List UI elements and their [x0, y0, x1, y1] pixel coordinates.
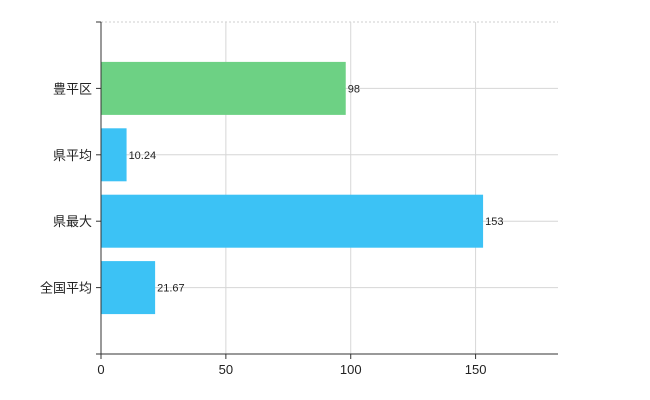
x-tick-label: 0: [97, 362, 104, 377]
x-tick-label: 50: [219, 362, 233, 377]
bar-value-label: 21.67: [157, 283, 185, 295]
y-tick-label: 県平均: [53, 149, 92, 164]
y-tick-label: 県最大: [53, 215, 92, 230]
bars: [101, 61, 484, 315]
bar-value-label: 98: [348, 83, 360, 95]
axes: [96, 21, 558, 359]
bar-value-label: 153: [485, 216, 503, 228]
bar-value-label: 10.24: [129, 150, 157, 162]
y-tick-label: 全国平均: [40, 281, 92, 297]
x-tick-label: 100: [340, 362, 362, 377]
y-tick-label: 豊平区: [53, 82, 92, 97]
bar: [101, 194, 484, 248]
labels: 98 豊平区 10.24 県平均 153 県最大 21.67 全国平均 0 50 100 150: [40, 82, 503, 377]
x-tick-label: 150: [465, 362, 487, 377]
bar: [101, 261, 156, 315]
bar: [101, 61, 346, 115]
bar: [101, 128, 127, 182]
